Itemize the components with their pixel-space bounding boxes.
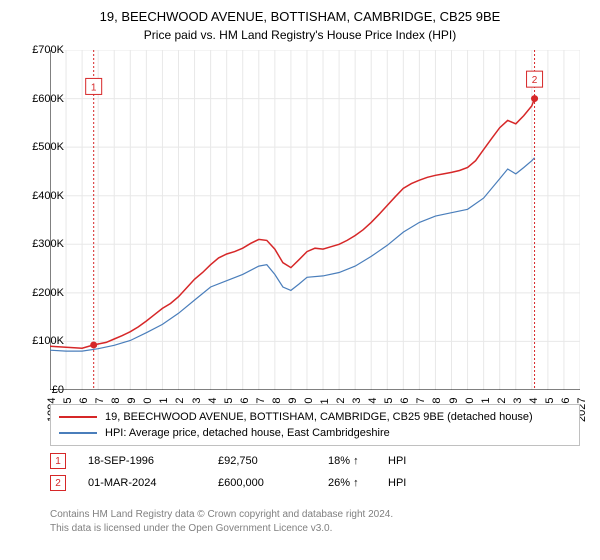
- y-tick-label: £700K: [32, 44, 64, 56]
- transaction-date: 01-MAR-2024: [88, 477, 218, 489]
- transaction-hpi-label: HPI: [388, 455, 406, 467]
- y-tick-label: £0: [52, 384, 64, 396]
- legend-swatch: [59, 432, 97, 434]
- chart-container: 19, BEECHWOOD AVENUE, BOTTISHAM, CAMBRID…: [0, 0, 600, 560]
- chart-subtitle: Price paid vs. HM Land Registry's House …: [0, 26, 600, 42]
- transaction-date: 18-SEP-1996: [88, 455, 218, 467]
- transaction-row: 2 01-MAR-2024£600,00026% ↑HPI: [50, 472, 580, 494]
- transaction-rows: 1 18-SEP-1996£92,75018% ↑HPI 2 01-MAR-2024£…: [50, 450, 580, 494]
- y-tick-label: £300K: [32, 238, 64, 250]
- transaction-marker: 2: [50, 475, 66, 491]
- y-tick-label: £100K: [32, 335, 64, 347]
- transaction-price: £600,000: [218, 477, 328, 489]
- legend-swatch: [59, 416, 97, 418]
- legend-label: HPI: Average price, detached house, East…: [105, 427, 390, 439]
- line-chart: 12: [50, 50, 580, 390]
- svg-text:1: 1: [91, 82, 97, 93]
- copyright-line2: This data is licensed under the Open Gov…: [50, 522, 393, 536]
- copyright-line1: Contains HM Land Registry data © Crown c…: [50, 508, 393, 522]
- transaction-pct: 26% ↑: [328, 477, 388, 489]
- transaction-row: 1 18-SEP-1996£92,75018% ↑HPI: [50, 450, 580, 472]
- transaction-hpi-label: HPI: [388, 477, 406, 489]
- transaction-pct: 18% ↑: [328, 455, 388, 467]
- legend: 19, BEECHWOOD AVENUE, BOTTISHAM, CAMBRID…: [50, 404, 580, 446]
- y-tick-label: £400K: [32, 190, 64, 202]
- y-tick-label: £500K: [32, 141, 64, 153]
- legend-label: 19, BEECHWOOD AVENUE, BOTTISHAM, CAMBRID…: [105, 411, 533, 423]
- copyright-notice: Contains HM Land Registry data © Crown c…: [50, 508, 393, 535]
- chart-title: 19, BEECHWOOD AVENUE, BOTTISHAM, CAMBRID…: [0, 0, 600, 26]
- svg-text:2: 2: [532, 75, 538, 86]
- y-tick-label: £200K: [32, 287, 64, 299]
- legend-item: HPI: Average price, detached house, East…: [59, 425, 571, 441]
- transaction-price: £92,750: [218, 455, 328, 467]
- transaction-marker: 1: [50, 453, 66, 469]
- y-tick-label: £600K: [32, 93, 64, 105]
- legend-item: 19, BEECHWOOD AVENUE, BOTTISHAM, CAMBRID…: [59, 409, 571, 425]
